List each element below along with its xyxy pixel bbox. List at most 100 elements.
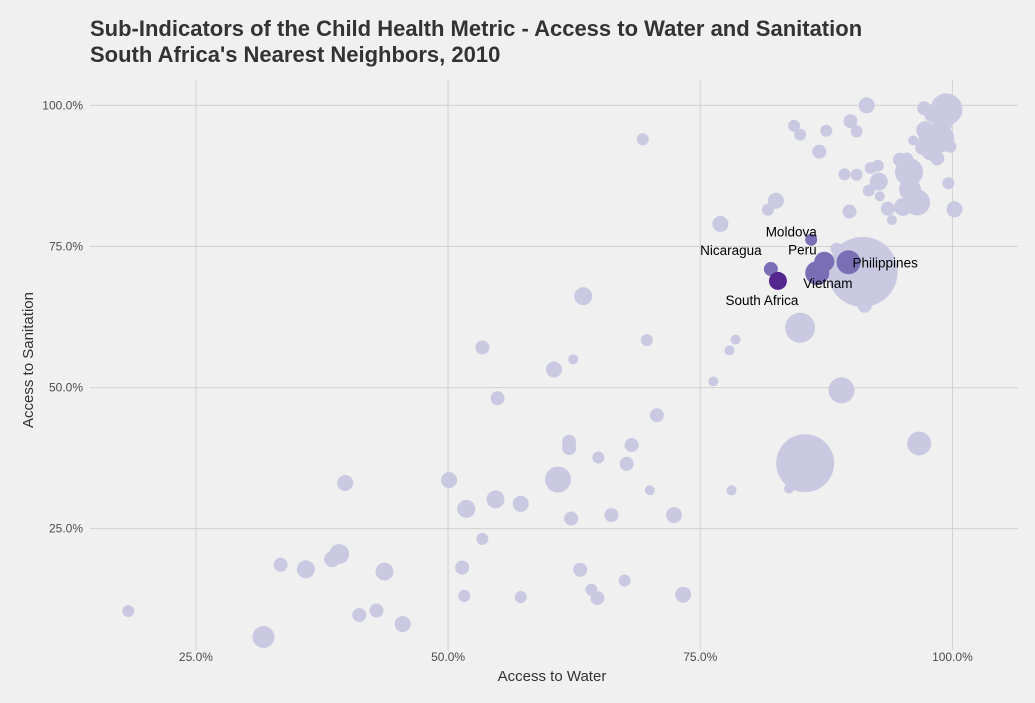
data-point xyxy=(458,589,471,602)
data-point xyxy=(776,434,835,493)
data-point xyxy=(708,376,719,387)
data-point xyxy=(899,178,922,201)
data-point xyxy=(666,507,683,524)
data-point xyxy=(838,168,851,181)
data-point xyxy=(441,472,458,489)
data-point xyxy=(649,408,664,423)
data-point xyxy=(273,557,288,572)
data-point xyxy=(843,114,858,129)
point-label: South Africa xyxy=(726,293,799,308)
highlight-point xyxy=(805,261,830,286)
y-tick-label: 50.0% xyxy=(49,381,83,395)
data-point xyxy=(619,456,634,471)
point-label: Philippines xyxy=(853,255,919,270)
x-tick-label: 50.0% xyxy=(431,650,465,664)
data-point xyxy=(369,603,384,618)
data-point xyxy=(862,184,875,197)
data-point xyxy=(122,605,135,618)
data-point xyxy=(871,159,884,172)
data-point xyxy=(874,191,885,202)
data-point xyxy=(545,466,572,493)
data-point xyxy=(930,151,945,166)
data-point xyxy=(490,391,505,406)
data-point xyxy=(512,495,529,512)
data-point xyxy=(942,177,955,190)
data-point xyxy=(574,287,593,306)
data-point xyxy=(252,626,275,649)
data-point xyxy=(820,124,833,137)
x-axis-title: Access to Water xyxy=(498,668,607,685)
x-tick-label: 25.0% xyxy=(179,650,213,664)
data-point xyxy=(908,135,919,146)
highlight-point xyxy=(836,250,861,275)
data-point xyxy=(850,168,863,181)
y-tick-label: 75.0% xyxy=(49,239,83,253)
data-point xyxy=(564,511,579,526)
data-point xyxy=(640,334,653,347)
data-point xyxy=(944,140,957,153)
data-point xyxy=(585,583,598,596)
highlight-point xyxy=(763,262,778,277)
data-point xyxy=(476,532,489,545)
data-point xyxy=(624,438,639,453)
data-points xyxy=(122,93,963,649)
data-point xyxy=(457,499,476,518)
data-point xyxy=(644,485,655,496)
data-point xyxy=(618,574,631,587)
data-point xyxy=(352,608,367,623)
data-point xyxy=(842,204,857,219)
data-point xyxy=(726,485,737,496)
data-point xyxy=(830,242,843,255)
data-point xyxy=(858,97,875,114)
data-point xyxy=(917,101,932,116)
data-point xyxy=(869,172,888,191)
data-point xyxy=(486,490,505,509)
data-point xyxy=(730,334,741,345)
data-point xyxy=(592,451,605,464)
data-point xyxy=(857,298,872,313)
data-point xyxy=(324,551,341,568)
data-point xyxy=(812,144,827,159)
data-point xyxy=(850,125,863,138)
data-point xyxy=(562,440,577,455)
y-tick-label: 25.0% xyxy=(49,522,83,536)
highlight-point xyxy=(805,233,818,246)
data-point xyxy=(636,133,649,146)
data-point xyxy=(785,312,816,343)
data-point xyxy=(573,562,588,577)
data-point xyxy=(880,201,895,216)
axis-ticks: 25.0% 50.0% 75.0% 100.0% 25.0% 50.0% 75.0% 100.… xyxy=(42,98,973,664)
x-tick-label: 75.0% xyxy=(683,650,717,664)
data-point xyxy=(337,474,354,491)
data-point xyxy=(475,340,490,355)
data-point xyxy=(675,586,692,603)
data-point xyxy=(886,214,897,225)
data-point xyxy=(788,119,801,132)
data-point xyxy=(767,192,784,209)
data-point xyxy=(946,201,963,218)
data-point xyxy=(907,431,932,456)
data-point xyxy=(394,616,411,633)
data-point xyxy=(761,203,774,216)
data-point xyxy=(916,121,935,140)
point-label: Peru xyxy=(788,243,817,258)
chart-title-block: Sub-Indicators of the Child Health Metri… xyxy=(90,16,862,68)
x-tick-label: 100.0% xyxy=(932,650,973,664)
data-point xyxy=(604,508,619,523)
data-point xyxy=(724,345,735,356)
data-point xyxy=(546,361,562,378)
data-point xyxy=(455,560,470,575)
data-point xyxy=(894,197,913,216)
y-tick-label: 100.0% xyxy=(42,98,83,112)
data-point xyxy=(712,215,729,232)
point-label: Vietnam xyxy=(803,276,852,291)
data-point xyxy=(784,483,795,494)
point-label: Nicaragua xyxy=(700,243,762,258)
y-axis-title: Access to Sanitation xyxy=(20,292,37,428)
data-point xyxy=(568,354,579,365)
chart-title: Sub-Indicators of the Child Health Metri… xyxy=(90,16,863,41)
data-point xyxy=(901,152,914,165)
data-point xyxy=(514,590,527,603)
